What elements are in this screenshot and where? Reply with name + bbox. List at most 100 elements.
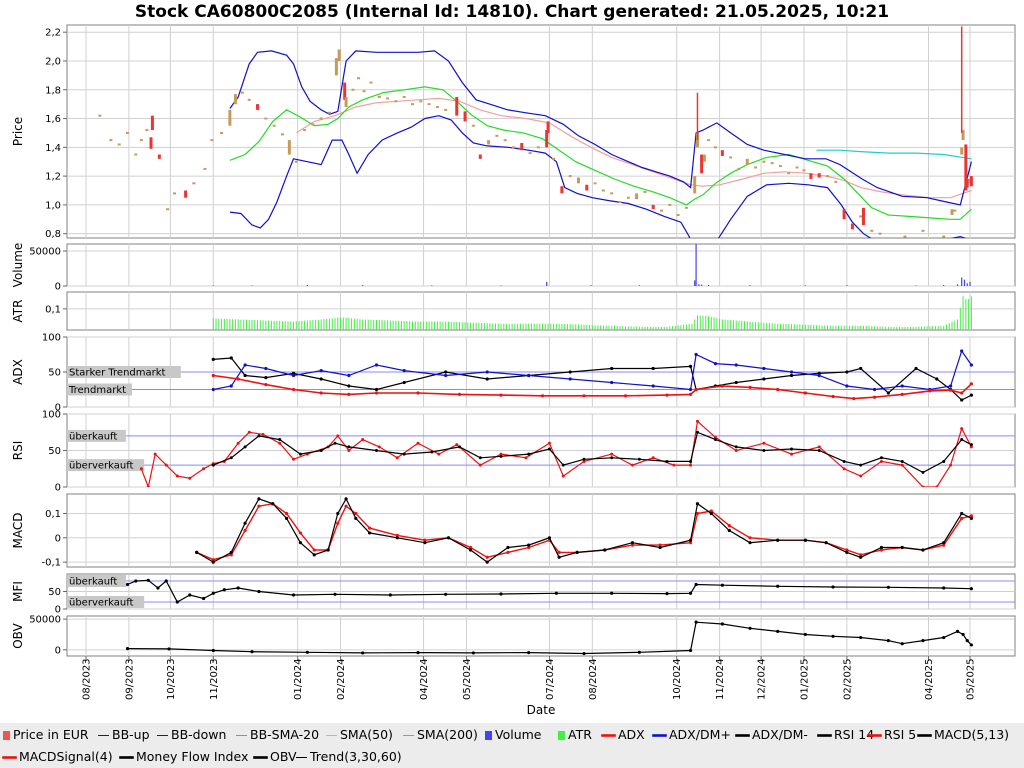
candle — [126, 131, 130, 134]
macd-line-point — [557, 555, 561, 559]
volume-bar — [694, 280, 696, 286]
macd-signal-line-point — [748, 536, 752, 540]
atr-bar — [802, 324, 804, 330]
atr-bar — [744, 321, 746, 330]
candle — [965, 178, 969, 188]
macd-line-point — [344, 497, 348, 501]
rsi5-line-point — [278, 441, 282, 445]
rsi14-line-point — [402, 452, 406, 456]
candle — [435, 106, 439, 109]
candle — [210, 139, 214, 142]
atr-bar — [885, 326, 887, 330]
y-axis-label: ADX — [11, 359, 25, 385]
atr-bar — [356, 318, 358, 330]
atr-bar — [328, 318, 330, 330]
candle — [643, 190, 647, 193]
volume-bar — [969, 281, 971, 286]
legend-label: SMA(50) — [340, 727, 393, 742]
adx-line-point — [960, 391, 964, 395]
mfi-line-point — [333, 592, 337, 596]
legend-swatch — [868, 734, 881, 737]
candle — [834, 180, 838, 183]
atr-bar — [602, 325, 604, 330]
rsi14-line-point — [859, 463, 863, 467]
reference-label: überverkauft — [69, 598, 134, 609]
candle — [463, 111, 467, 122]
atr-bar — [926, 326, 928, 330]
atr-bar — [957, 319, 959, 330]
volume-bar — [804, 285, 806, 286]
macd-line-point — [727, 528, 731, 533]
x-tick-label: 02/2024 — [336, 658, 347, 700]
atr-bar — [326, 318, 328, 330]
candle — [511, 146, 515, 149]
rsi5-line-point — [790, 452, 794, 456]
atr-bar — [968, 299, 970, 330]
mfi-line-point — [134, 579, 138, 583]
atr-bar — [627, 326, 629, 330]
rsi5-line-point — [651, 456, 655, 460]
dm-plus-line-point — [688, 387, 693, 392]
chart-title: Stock CA60800C2085 (Internal Id: 14810).… — [134, 2, 890, 22]
panel-frame-volume — [66, 243, 1016, 287]
atr-bar — [237, 319, 239, 330]
y-tick-label: 1,8 — [45, 85, 61, 96]
atr-bar — [608, 325, 610, 330]
legend-swatch — [3, 756, 16, 759]
panel-frame-price — [66, 24, 1016, 239]
atr-bar — [785, 323, 787, 330]
dm-plus-line-point — [949, 384, 953, 388]
volume-bar — [695, 244, 697, 286]
atr-bar — [497, 323, 499, 330]
candle — [311, 123, 315, 126]
adx-line-point — [319, 391, 323, 395]
candle — [109, 139, 113, 142]
y-axis-label: RSI — [11, 441, 25, 461]
atr-bar — [732, 320, 734, 330]
atr-bar — [411, 321, 413, 330]
atr-bar — [279, 321, 281, 330]
atr-bar — [362, 319, 364, 330]
atr-bar — [503, 323, 505, 330]
y-tick-label: 0 — [55, 605, 61, 616]
macd-line-point — [942, 541, 946, 545]
candle — [651, 204, 655, 210]
candle — [427, 103, 431, 106]
rsi5-line-point — [695, 419, 699, 423]
rsi5-line-point — [859, 474, 863, 478]
y-tick-label: 2,2 — [45, 28, 61, 39]
atr-bar — [887, 326, 889, 330]
atr-bar — [281, 321, 283, 330]
panel-frame-obv — [66, 615, 1016, 657]
atr-bar — [683, 324, 685, 330]
dm-minus-line-point — [969, 393, 973, 397]
dm-plus-line-point — [694, 352, 698, 357]
legend-label: RSI 14 — [834, 727, 875, 742]
dm-plus-line-point — [347, 373, 351, 378]
legend-label: OBV — [270, 749, 297, 764]
rsi14-line-point — [960, 438, 964, 442]
x-tick-label: 07/2024 — [545, 658, 556, 700]
bb-sma-line — [229, 86, 972, 220]
macd-line-point — [243, 521, 247, 525]
y-tick-label: 0 — [55, 533, 61, 544]
adx-line — [213, 374, 972, 400]
y-tick-label: 50 — [48, 368, 61, 379]
candle — [294, 160, 298, 163]
atr-bar — [378, 320, 380, 330]
candle — [145, 129, 149, 132]
rsi14-line-point — [842, 459, 846, 463]
candle — [859, 215, 863, 218]
atr-bar — [334, 318, 336, 330]
atr-bar — [348, 318, 350, 330]
atr-bar — [619, 326, 621, 330]
macd-signal-line-point — [344, 504, 348, 508]
atr-bar — [954, 320, 956, 330]
dm-plus-line-point — [444, 373, 448, 378]
candle — [419, 100, 423, 103]
atr-bar — [735, 320, 737, 330]
rsi14-line-point — [637, 457, 641, 461]
atr-bar — [414, 321, 416, 330]
atr-bar — [309, 320, 311, 330]
macd-line-point — [688, 538, 693, 542]
